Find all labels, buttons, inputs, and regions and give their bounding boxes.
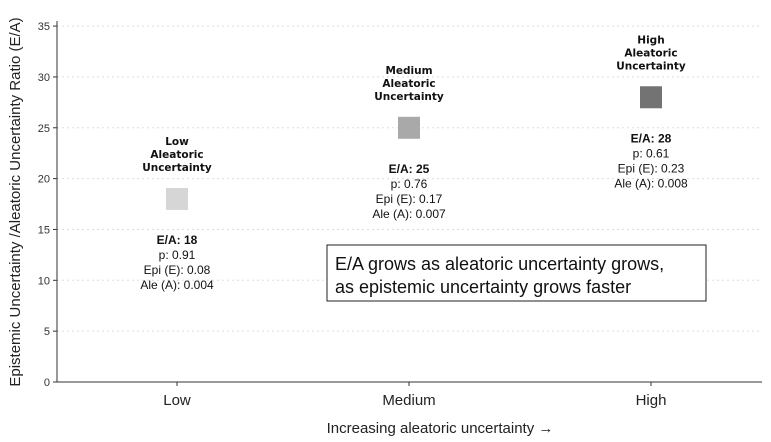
data-point-marker [166,187,188,210]
point-title-line: Aleatoric [150,149,203,161]
y-axis-ticks: 0 5 10 15 20 25 30 35 [38,21,57,389]
ratio-label: E/A: 18 [157,233,198,247]
x-tick-label: High [636,392,667,409]
y-tick-label: 20 [38,174,50,186]
stat-line: p: 0.76 [391,177,428,191]
point-title-line: Low [165,136,189,148]
stat-line: Epi (E): 0.08 [144,263,211,277]
point-title-line: Aleatoric [382,78,435,90]
point-title-line: Uncertainty [142,162,212,174]
ratio-label: E/A: 28 [631,131,672,145]
stat-line: Ale (A): 0.004 [140,278,214,292]
annotation-border [326,244,707,302]
y-tick-label: 0 [44,377,50,389]
point-title-line: Medium [385,65,432,77]
stat-line: p: 0.61 [633,146,670,160]
stat-line: Ale (A): 0.008 [614,176,688,190]
data-point-marker [640,86,662,109]
x-tick-label: Low [163,392,191,409]
stat-line: p: 0.91 [159,248,196,262]
y-tick-label: 10 [38,275,50,287]
data-point-marker [398,116,420,139]
x-tick-label: Medium [382,392,435,409]
y-tick-label: 5 [44,326,50,338]
y-tick-label: 30 [38,72,50,84]
x-axis-ticks: Low Medium High [163,382,666,409]
x-axis-title: Increasing aleatoric uncertainty → [327,420,554,437]
point-title-line: High [637,34,664,46]
annotation-line-2: as epistemic uncertainty grows faster [335,277,631,297]
point-title-line: Uncertainty [374,91,444,103]
annotation-line-1: E/A grows as aleatoric uncertainty grows… [335,254,664,274]
stat-line: Ale (A): 0.007 [372,207,446,221]
y-tick-label: 25 [38,123,50,135]
y-tick-label: 35 [38,21,50,33]
point-title-line: Uncertainty [616,60,686,72]
annotation-box: E/A grows as aleatoric uncertainty grows… [326,244,707,302]
y-axis-title: Epistemic Uncertainty /Aleatoric Uncerta… [7,17,24,386]
y-tick-label: 15 [38,224,50,236]
ratio-label: E/A: 25 [389,162,430,176]
point-title-line: Aleatoric [624,47,677,59]
stat-line: Epi (E): 0.17 [376,192,443,206]
stat-line: Epi (E): 0.23 [618,161,685,175]
